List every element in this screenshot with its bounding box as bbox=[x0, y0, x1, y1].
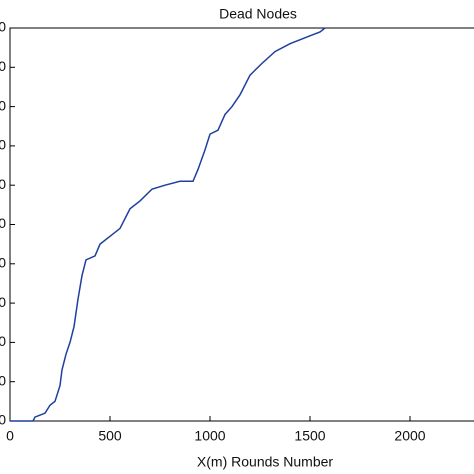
chart-title: Dead Nodes bbox=[219, 6, 297, 22]
y-tick-label: 10 bbox=[0, 372, 6, 388]
x-tick-label: 1500 bbox=[294, 428, 325, 444]
y-tick-label: 0 bbox=[0, 412, 6, 428]
y-tick-label: 40 bbox=[0, 255, 6, 271]
data-line bbox=[10, 27, 326, 422]
x-tick-label: 1000 bbox=[194, 428, 225, 444]
x-tick-label: 500 bbox=[98, 428, 122, 444]
y-tick-label: 30 bbox=[0, 294, 6, 310]
x-tick-label: 0 bbox=[6, 428, 14, 444]
x-tick-label: 2000 bbox=[394, 428, 425, 444]
x-axis-label: X(m) Rounds Number bbox=[197, 454, 333, 470]
y-tick-label: 60 bbox=[0, 176, 6, 192]
y-tick-label: 100 bbox=[0, 19, 6, 35]
plot-frame bbox=[9, 27, 474, 422]
y-tick-label: 70 bbox=[0, 137, 6, 153]
y-tick-label: 80 bbox=[0, 97, 6, 113]
y-tick-label: 90 bbox=[0, 58, 6, 74]
y-tick-label: 50 bbox=[0, 215, 6, 231]
y-tick-label: 20 bbox=[0, 333, 6, 349]
